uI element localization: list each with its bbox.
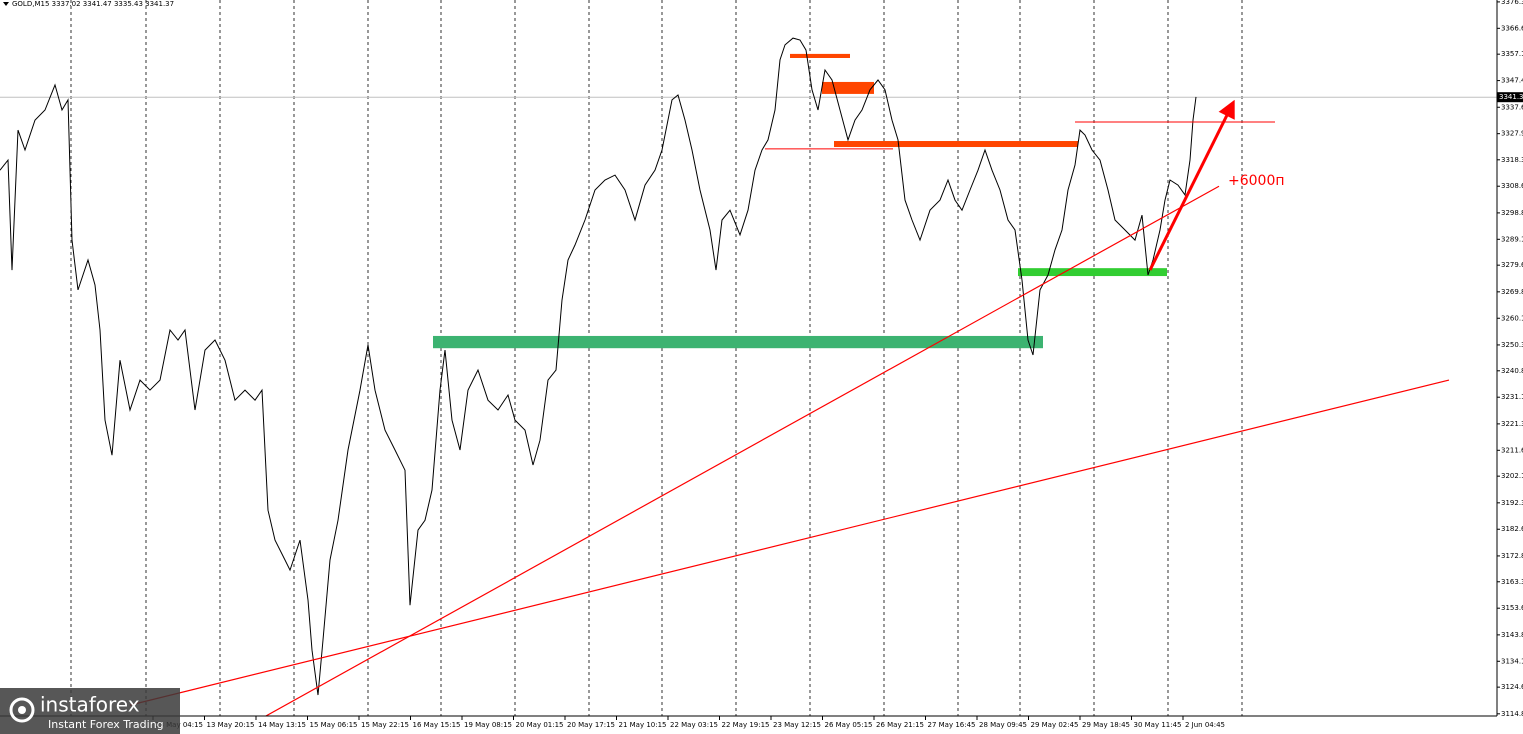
watermark-bg xyxy=(0,688,180,734)
y-tick-label: 3357.1 xyxy=(1501,50,1523,58)
axes: 3376.3 3366.6 3357.1 3347.4 3337.6 3327.9 3318… xyxy=(152,0,1523,729)
x-tick-label: 29 May 02:45 xyxy=(1031,721,1079,729)
watermark: instaforex Instant Forex Trading xyxy=(0,688,180,734)
symbol-icon xyxy=(3,2,9,6)
watermark-tagline: Instant Forex Trading xyxy=(48,718,164,731)
zone xyxy=(834,141,1078,148)
last-price-label: 3341.3 xyxy=(1499,93,1523,101)
y-tick-label: 3308.6 xyxy=(1501,182,1523,190)
y-tick-label: 3327.9 xyxy=(1501,130,1523,138)
trend-line xyxy=(264,185,1220,716)
y-tick-label: 3240.8 xyxy=(1501,367,1523,375)
zone xyxy=(1018,268,1167,277)
plot-area xyxy=(0,0,1497,716)
y-tick-label: 3134.1 xyxy=(1501,657,1523,665)
x-tick-label: 14 May 13:15 xyxy=(258,721,306,729)
y-tick-label: 3298.8 xyxy=(1501,209,1523,217)
watermark-icon xyxy=(9,697,35,723)
x-tick-label: 20 May 17:15 xyxy=(567,721,615,729)
y-tick-label: 3153.6 xyxy=(1501,604,1523,612)
x-tick-label: 20 May 01:15 xyxy=(516,721,564,729)
chart-title: GOLD,M15 3337.02 3341.47 3335.43 3341.37 xyxy=(12,0,174,8)
price-line xyxy=(0,37,1197,696)
y-tick-label: 3124.6 xyxy=(1501,683,1523,691)
y-tick-label: 3279.6 xyxy=(1501,261,1523,269)
x-tick-label: 30 May 11:45 xyxy=(1134,721,1182,729)
x-tick-label: 27 May 16:45 xyxy=(928,721,976,729)
y-tick-label: 3376.3 xyxy=(1501,0,1523,6)
x-tick-label: 19 May 08:15 xyxy=(464,721,512,729)
y-tick-label: 3231.1 xyxy=(1501,393,1523,401)
annotation: +6000п xyxy=(1228,173,1285,189)
zone xyxy=(790,53,850,58)
y-tick-label: 3143.8 xyxy=(1501,631,1523,639)
y-tick-label: 3366.6 xyxy=(1501,24,1523,32)
watermark-name: instaforex xyxy=(40,693,140,717)
y-tick-label: 3182.6 xyxy=(1501,525,1523,533)
y-tick-label: 3260.1 xyxy=(1501,314,1523,322)
x-tick-label: 22 May 19:15 xyxy=(722,721,770,729)
last-price-box xyxy=(1497,92,1523,103)
y-tick-label: 3289.1 xyxy=(1501,235,1523,243)
y-tick-label: 3250.3 xyxy=(1501,341,1523,349)
x-tick-label: 15 May 22:15 xyxy=(361,721,409,729)
x-tick-label: 26 May 05:15 xyxy=(825,721,873,729)
watermark-icon-core xyxy=(18,706,26,714)
x-tick-label: 23 May 12:15 xyxy=(773,721,821,729)
zone xyxy=(822,81,874,94)
x-tick-label: 26 May 21:15 xyxy=(876,721,924,729)
x-tick-label: 2 Jun 04:45 xyxy=(1185,721,1225,729)
y-tick-label: 3211.6 xyxy=(1501,446,1523,454)
y-tick-label: 3114.8 xyxy=(1501,710,1523,718)
x-tick-label: 21 May 10:15 xyxy=(619,721,667,729)
y-tick-label: 3221.3 xyxy=(1501,420,1523,428)
x-tick-label: 22 May 03:15 xyxy=(670,721,718,729)
y-tick-label: 3202.1 xyxy=(1501,472,1523,480)
x-tick-label: 29 May 18:45 xyxy=(1082,721,1130,729)
y-tick-label: 3347.4 xyxy=(1501,77,1523,85)
x-tick-label: 15 May 06:15 xyxy=(310,721,358,729)
x-tick-label: 13 May 20:15 xyxy=(207,721,255,729)
y-tick-label: 3192.3 xyxy=(1501,499,1523,507)
y-tick-label: 3337.6 xyxy=(1501,103,1523,111)
y-tick-label: 3269.8 xyxy=(1501,288,1523,296)
zone xyxy=(433,335,1043,349)
x-tick-label: 16 May 15:15 xyxy=(413,721,461,729)
y-tick-label: 3172.8 xyxy=(1501,552,1523,560)
y-tick-label: 3318.3 xyxy=(1501,156,1523,164)
y-tick-label: 3163.3 xyxy=(1501,578,1523,586)
arrow xyxy=(1148,99,1235,271)
trend-line xyxy=(129,379,1450,706)
x-tick-label: 28 May 09:45 xyxy=(979,721,1027,729)
